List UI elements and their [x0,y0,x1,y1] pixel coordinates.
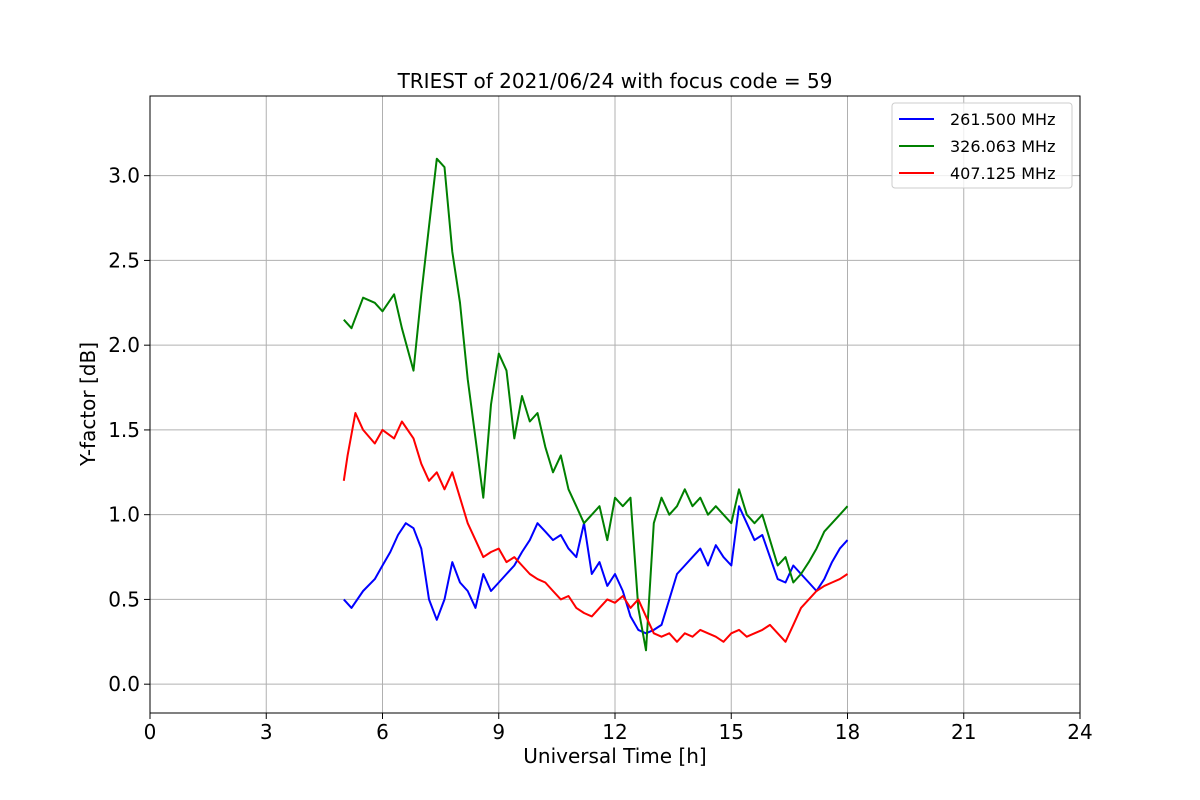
x-axis-label: Universal Time [h] [523,744,706,768]
series-line-3 [342,412,849,643]
legend-label-2: 326.063 MHz [950,137,1055,156]
y-tick-label: 1.0 [108,503,140,527]
series-layer [342,157,849,652]
y-tick-label: 2.5 [108,248,140,272]
y-axis-label: Y-factor [dB] [76,342,100,467]
axis-ticks: 0 3 6 9 12 15 18 21 24 0.0 0.5 1.0 1.5 2.0 2.5 3.0 [108,164,1093,744]
legend-label-1: 261.500 MHz [950,110,1055,129]
x-tick-label: 18 [835,720,860,744]
y-tick-label: 2.0 [108,333,140,357]
x-tick-label: 9 [492,720,505,744]
series-line-1 [343,505,849,635]
series-line-2 [343,157,849,652]
legend: 261.500 MHz 326.063 MHz 407.125 MHz [891,102,1073,189]
y-tick-label: 0.0 [108,672,140,696]
legend-label-3: 407.125 MHz [950,164,1055,183]
x-tick-label: 21 [951,720,976,744]
y-tick-label: 3.0 [108,164,140,188]
x-tick-label: 6 [376,720,389,744]
x-tick-label: 12 [602,720,627,744]
x-tick-label: 0 [144,720,157,744]
x-tick-label: 24 [1067,720,1092,744]
chart-title: TRIEST of 2021/06/24 with focus code = 5… [397,69,833,93]
legend-box [891,102,1073,189]
x-tick-label: 15 [719,720,744,744]
y-tick-label: 1.5 [108,418,140,442]
x-tick-label: 3 [260,720,273,744]
y-tick-label: 0.5 [108,587,140,611]
